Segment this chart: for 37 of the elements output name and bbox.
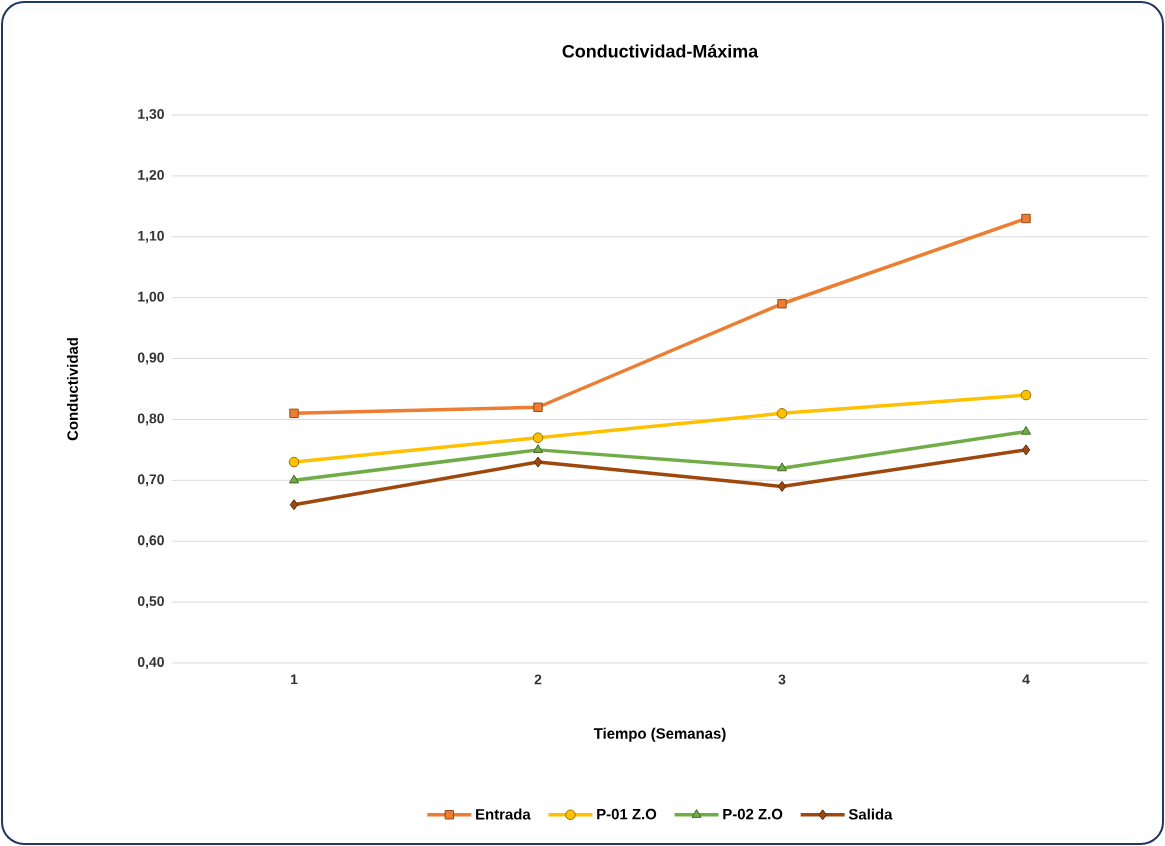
point	[776, 408, 788, 419]
chart-title: Conductividad-Máxima	[562, 44, 759, 58]
y-tick-label: 1,30	[138, 109, 164, 121]
legend-label: Salida	[848, 808, 893, 820]
x-tick-label: 4	[1022, 674, 1030, 685]
y-tick-label: 0,50	[137, 596, 164, 609]
y-tick-label: 0,60	[137, 535, 164, 548]
point	[1020, 389, 1032, 401]
y-tick-label: 0,80	[137, 413, 164, 426]
point	[1021, 213, 1031, 224]
x-axis-title: Tiempo (Semanas)	[593, 727, 726, 742]
point	[533, 402, 543, 412]
y-tick-label: 0,40	[137, 657, 164, 669]
y-axis-title: Conductividad	[66, 338, 78, 441]
point	[777, 299, 787, 309]
point	[533, 444, 544, 453]
y-tick-label: 1,10	[138, 230, 164, 243]
legend-label: P-02 Z.O	[723, 808, 783, 820]
y-tick-label: 0,70	[137, 474, 164, 487]
x-tick-label: 3	[778, 674, 786, 685]
legend-label: P-01 Z.O	[597, 808, 657, 820]
point	[289, 408, 299, 419]
y-tick-label: 0,90	[137, 352, 164, 365]
point	[777, 480, 787, 492]
point	[532, 432, 544, 443]
x-tick-label: 2	[534, 674, 542, 685]
y-tick-label: 1,00	[138, 291, 164, 304]
point	[533, 456, 543, 468]
point	[1021, 444, 1031, 456]
x-tick-label: 1	[291, 674, 298, 685]
y-tick-label: 1,20	[138, 169, 164, 182]
point	[289, 474, 300, 484]
point	[288, 456, 300, 468]
legend-label: Entrada	[476, 808, 531, 820]
point	[289, 499, 299, 511]
point	[777, 462, 788, 472]
point	[1021, 425, 1032, 435]
